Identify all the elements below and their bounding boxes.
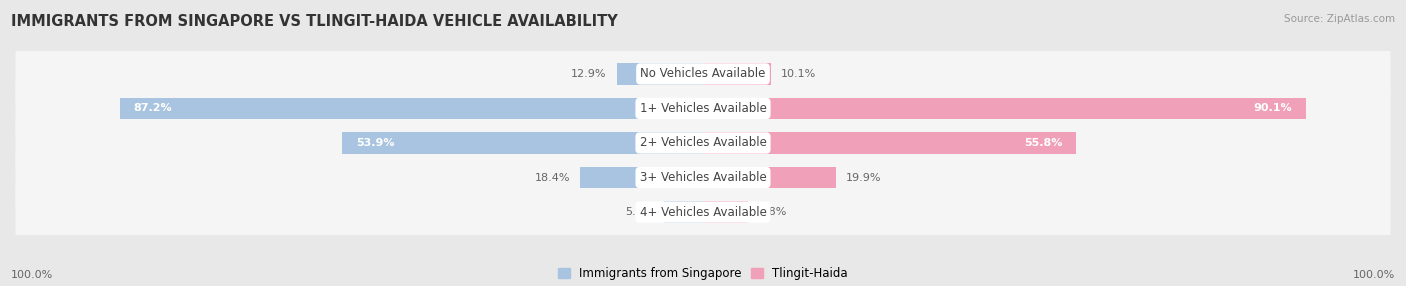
Bar: [617, 63, 703, 85]
Text: 2+ Vehicles Available: 2+ Vehicles Available: [640, 136, 766, 150]
Text: IMMIGRANTS FROM SINGAPORE VS TLINGIT-HAIDA VEHICLE AVAILABILITY: IMMIGRANTS FROM SINGAPORE VS TLINGIT-HAI…: [11, 14, 619, 29]
Text: 12.9%: 12.9%: [571, 69, 606, 79]
Bar: [703, 132, 1076, 154]
Text: 53.9%: 53.9%: [356, 138, 394, 148]
FancyBboxPatch shape: [15, 67, 1391, 150]
Text: 6.8%: 6.8%: [758, 207, 787, 217]
Text: 3+ Vehicles Available: 3+ Vehicles Available: [640, 171, 766, 184]
Text: 55.8%: 55.8%: [1025, 138, 1063, 148]
Text: No Vehicles Available: No Vehicles Available: [640, 67, 766, 80]
Text: 90.1%: 90.1%: [1254, 104, 1292, 114]
Legend: Immigrants from Singapore, Tlingit-Haida: Immigrants from Singapore, Tlingit-Haida: [558, 267, 848, 280]
Bar: [579, 167, 703, 188]
Text: 4+ Vehicles Available: 4+ Vehicles Available: [640, 206, 766, 219]
Text: 18.4%: 18.4%: [534, 172, 569, 182]
Text: 100.0%: 100.0%: [11, 270, 53, 280]
FancyBboxPatch shape: [15, 136, 1391, 219]
FancyBboxPatch shape: [15, 33, 1391, 115]
Text: 87.2%: 87.2%: [134, 104, 172, 114]
Bar: [664, 201, 703, 223]
Text: 100.0%: 100.0%: [1353, 270, 1395, 280]
Text: 5.9%: 5.9%: [626, 207, 654, 217]
Bar: [703, 201, 748, 223]
Bar: [703, 167, 837, 188]
Bar: [703, 98, 1306, 119]
Bar: [343, 132, 703, 154]
Text: 1+ Vehicles Available: 1+ Vehicles Available: [640, 102, 766, 115]
Text: Source: ZipAtlas.com: Source: ZipAtlas.com: [1284, 14, 1395, 24]
Text: 10.1%: 10.1%: [780, 69, 815, 79]
FancyBboxPatch shape: [15, 171, 1391, 253]
Bar: [120, 98, 703, 119]
Text: 19.9%: 19.9%: [846, 172, 882, 182]
FancyBboxPatch shape: [15, 102, 1391, 184]
Bar: [703, 63, 770, 85]
